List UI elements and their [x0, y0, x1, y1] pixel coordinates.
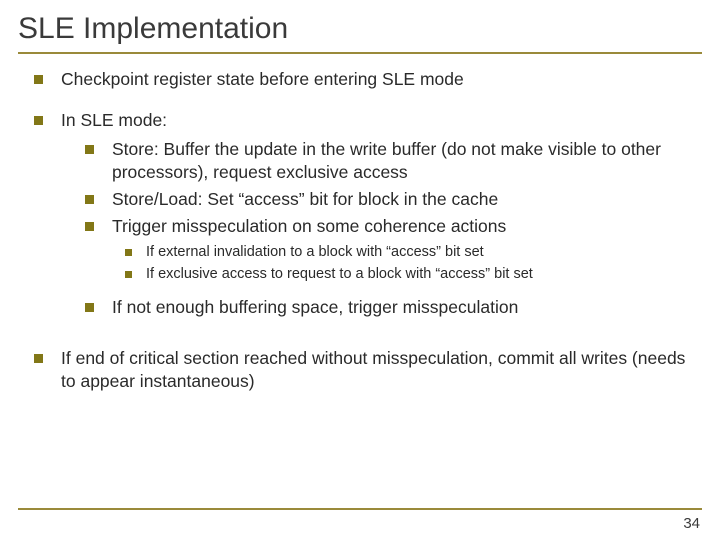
bullet-text: Store: Buffer the update in the write bu… — [112, 138, 686, 184]
bullet-level3: If external invalidation to a block with… — [125, 243, 686, 262]
hollow-square-bullet-icon — [85, 222, 94, 231]
bullet-level1: If end of critical section reached witho… — [34, 347, 686, 393]
square-bullet-icon — [34, 354, 43, 363]
level2-group: Store: Buffer the update in the write bu… — [61, 138, 686, 319]
bullet-text: Checkpoint register state before enterin… — [61, 68, 686, 91]
bullet-text: If external invalidation to a block with… — [146, 243, 686, 262]
bullet-level2: Trigger misspeculation on some coherence… — [85, 215, 686, 238]
bullet-text: Trigger misspeculation on some coherence… — [112, 215, 686, 238]
bullet-level1: Checkpoint register state before enterin… — [34, 68, 686, 91]
bullet-text: If exclusive access to request to a bloc… — [146, 265, 686, 284]
hollow-square-bullet-icon — [85, 145, 94, 154]
bullet-text: Store/Load: Set “access” bit for block i… — [112, 188, 686, 211]
bullet-text: In SLE mode: Store: Buffer the update in… — [61, 109, 686, 329]
bullet-level1: In SLE mode: Store: Buffer the update in… — [34, 109, 686, 329]
slide-content: Checkpoint register state before enterin… — [0, 68, 720, 393]
bottom-rule — [18, 508, 702, 510]
bullet-text: If not enough buffering space, trigger m… — [112, 296, 686, 319]
bullet-label: In SLE mode: — [61, 110, 167, 130]
bullet-level2: Store/Load: Set “access” bit for block i… — [85, 188, 686, 211]
level3-group: If external invalidation to a block with… — [61, 243, 686, 284]
bullet-level2: Store: Buffer the update in the write bu… — [85, 138, 686, 184]
square-bullet-icon — [34, 75, 43, 84]
bullet-level3: If exclusive access to request to a bloc… — [125, 265, 686, 284]
page-number: 34 — [683, 515, 700, 532]
slide-title: SLE Implementation — [0, 0, 720, 52]
title-rule — [18, 52, 702, 54]
hollow-square-bullet-icon — [85, 195, 94, 204]
small-square-bullet-icon — [125, 249, 132, 256]
bullet-text: If end of critical section reached witho… — [61, 347, 686, 393]
square-bullet-icon — [34, 116, 43, 125]
hollow-square-bullet-icon — [85, 303, 94, 312]
small-square-bullet-icon — [125, 271, 132, 278]
bullet-level2: If not enough buffering space, trigger m… — [85, 296, 686, 319]
